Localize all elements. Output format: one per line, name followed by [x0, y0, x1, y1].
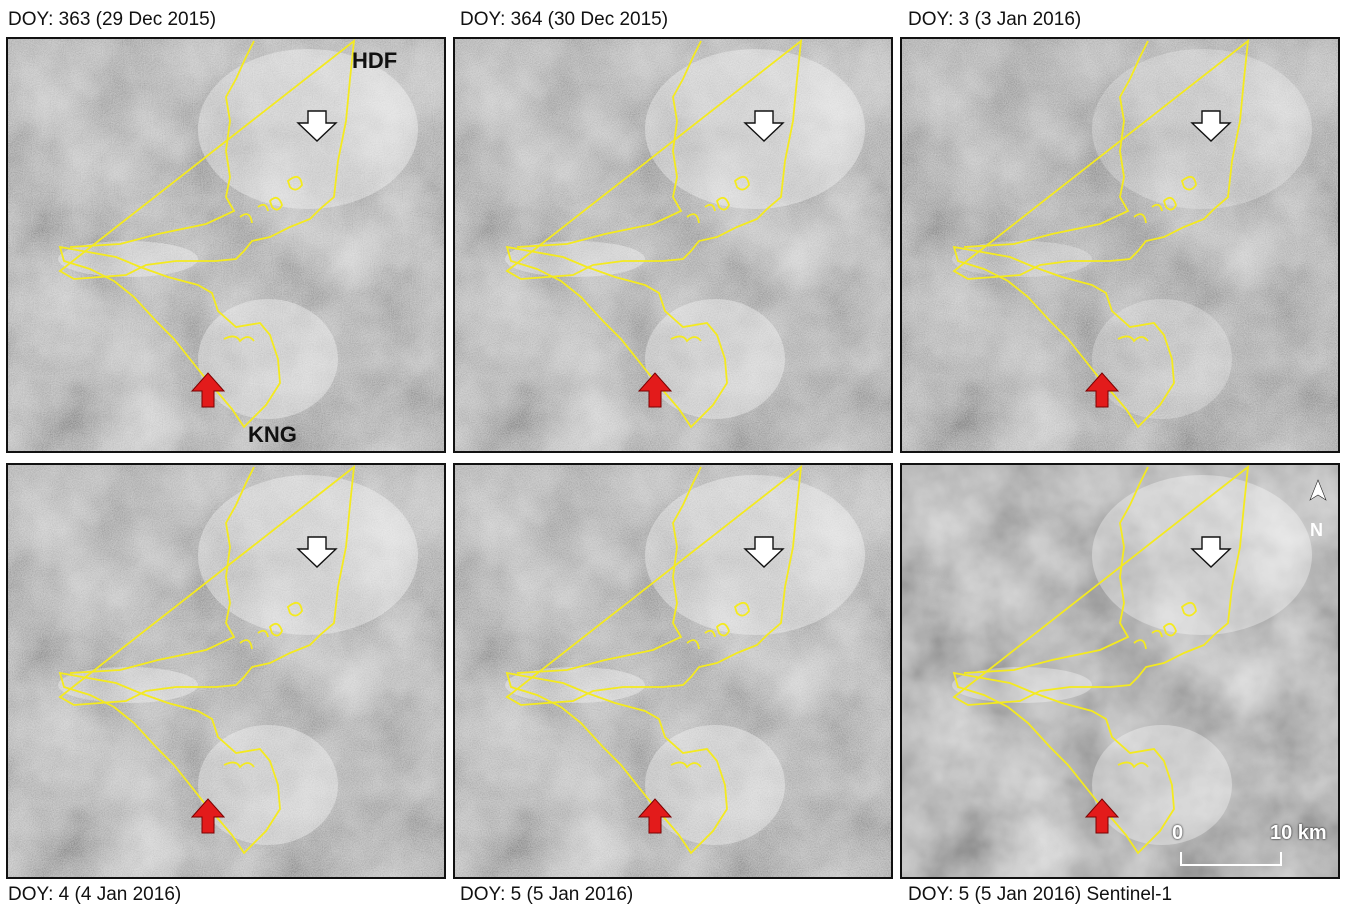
- down-arrow-icon: [743, 536, 785, 568]
- north-arrow-icon: [1306, 478, 1330, 536]
- up-arrow-icon: [1084, 798, 1120, 834]
- radar-image-panel-4: [6, 463, 446, 879]
- glacier-outline: [505, 671, 728, 855]
- panel-4-caption: DOY: 4 (4 Jan 2016): [8, 884, 182, 905]
- hdf-glacier-label: HDF: [352, 48, 398, 73]
- up-arrow-icon: [190, 798, 226, 834]
- glacier-outline: [670, 601, 750, 769]
- radar-image-panel-1: [6, 37, 446, 453]
- glacier-outline: [505, 245, 728, 429]
- up-arrow-icon: [637, 798, 673, 834]
- panel-2-caption: DOY: 364 (30 Dec 2015): [460, 9, 669, 30]
- radar-image-panel-3: [900, 37, 1340, 453]
- kng-glacier-label: KNG: [248, 422, 297, 447]
- glacier-outline: [1117, 175, 1197, 343]
- glacier-outline: [952, 671, 1175, 855]
- scale-bar: [1180, 852, 1282, 866]
- down-arrow-icon: [296, 110, 338, 142]
- panel-3-caption: DOY: 3 (3 Jan 2016): [908, 9, 1082, 30]
- glacier-outline: [952, 245, 1175, 429]
- glacier-outline: [223, 601, 303, 769]
- north-label: N: [1310, 520, 1323, 540]
- glacier-outline: [58, 671, 281, 855]
- glacier-outline: [670, 175, 750, 343]
- scale-bar-start-label: 0: [1172, 822, 1184, 844]
- up-arrow-icon: [190, 372, 226, 408]
- up-arrow-icon: [637, 372, 673, 408]
- down-arrow-icon: [1190, 536, 1232, 568]
- panel-1-caption: DOY: 363 (29 Dec 2015): [8, 9, 217, 30]
- scale-bar-end-label: 10 km: [1270, 822, 1327, 844]
- glacier-outline: [58, 245, 281, 429]
- glacier-outline: [1117, 601, 1197, 769]
- down-arrow-icon: [1190, 110, 1232, 142]
- radar-image-panel-6: [900, 463, 1340, 879]
- up-arrow-icon: [1084, 372, 1120, 408]
- panel-5-caption: DOY: 5 (5 Jan 2016): [460, 884, 634, 905]
- down-arrow-icon: [743, 110, 785, 142]
- panel-6-caption: DOY: 5 (5 Jan 2016) Sentinel-1: [908, 884, 1173, 905]
- glacier-outline: [223, 175, 303, 343]
- radar-image-panel-2: [453, 37, 893, 453]
- down-arrow-icon: [296, 536, 338, 568]
- radar-image-panel-5: [453, 463, 893, 879]
